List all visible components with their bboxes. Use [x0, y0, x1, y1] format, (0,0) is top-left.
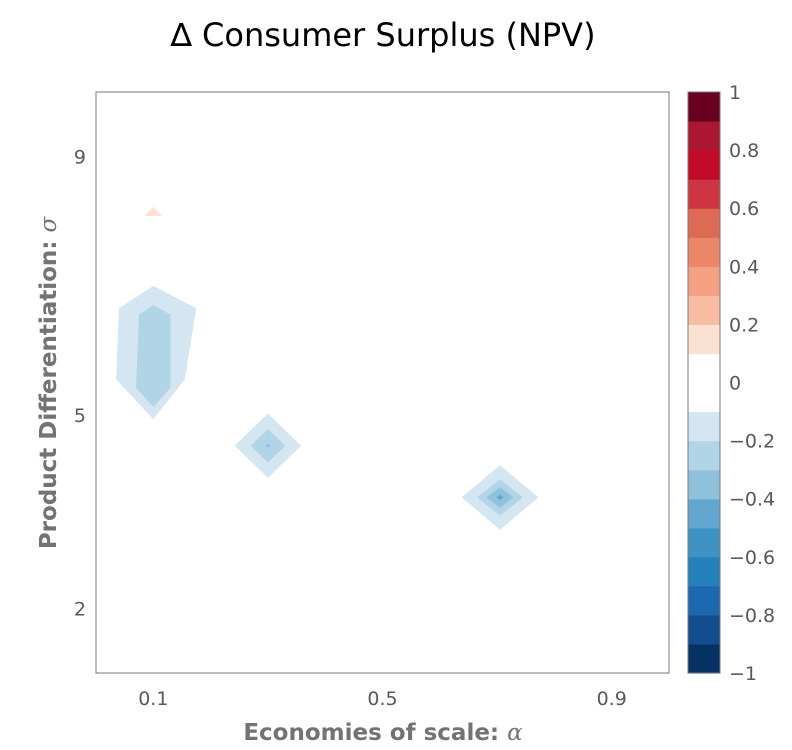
colorbar-band [688, 266, 720, 296]
y-axis-label: Product Differentiation: σ [36, 216, 62, 550]
y-tick-label: 2 [74, 598, 86, 620]
plot-background [96, 92, 669, 673]
colorbar-band [688, 411, 720, 442]
colorbar-tick-label: 0.2 [729, 314, 759, 336]
colorbar-band [688, 498, 720, 529]
contour-region-right-core [496, 494, 504, 500]
y-axis-ticks: 2 5 9 [74, 147, 86, 621]
colorbar-tick-label: −0.6 [729, 547, 775, 569]
colorbar-band [688, 556, 720, 587]
colorbar-band [688, 237, 720, 267]
colorbar-band [688, 150, 720, 180]
colorbar [688, 92, 720, 674]
colorbar-band [688, 353, 720, 413]
x-tick-label: 0.5 [367, 688, 397, 710]
colorbar-tick-label: −0.2 [729, 431, 775, 453]
chart-title: ∆ Consumer Surplus (NPV) [169, 16, 595, 54]
colorbar-frame [687, 91, 721, 674]
colorbar-band [688, 469, 720, 500]
colorbar-band [688, 92, 720, 122]
colorbar-tick-label: 0.4 [729, 256, 759, 278]
y-tick-label: 5 [74, 405, 86, 427]
contour-region-positive-patch [144, 206, 162, 216]
colorbar-band [688, 179, 720, 209]
x-axis-label-text: Economies of scale: [243, 720, 507, 746]
y-axis-label-text: Product Differentiation: [36, 233, 62, 550]
colorbar-band [688, 440, 720, 471]
colorbar-band [688, 643, 720, 674]
colorbar-band [688, 324, 720, 355]
colorbar-band [688, 614, 720, 645]
colorbar-band [688, 585, 720, 616]
colorbar-band [688, 295, 720, 325]
colorbar-ticks: 1 0.8 0.6 0.4 0.2 0 −0.2 −0.4 −0.6 −0.8 −1 [729, 82, 775, 685]
contour-region-left-inner [136, 305, 171, 407]
colorbar-tick-label: −1 [729, 663, 757, 685]
plot-frame [95, 91, 670, 674]
x-tick-label: 0.9 [597, 688, 627, 710]
x-axis-label: Economies of scale: α [243, 720, 523, 746]
contour-regions [116, 206, 539, 530]
y-axis-label-symbol: σ [36, 216, 62, 233]
colorbar-tick-label: 0.6 [729, 198, 759, 220]
colorbar-tick-label: 1 [729, 82, 741, 104]
colorbar-tick-label: 0.8 [729, 140, 759, 162]
x-tick-label: 0.1 [138, 688, 168, 710]
colorbar-tick-label: 0 [729, 373, 741, 395]
colorbar-tick-label: −0.8 [729, 605, 775, 627]
colorbar-band [688, 208, 720, 238]
y-tick-label: 9 [74, 147, 86, 169]
colorbar-band [688, 121, 720, 151]
x-axis-ticks: 0.1 0.5 0.9 [138, 688, 627, 710]
contour-region-mid-core [265, 443, 271, 448]
colorbar-tick-label: −0.4 [729, 489, 775, 511]
x-axis-label-symbol: α [507, 720, 523, 746]
colorbar-band [688, 527, 720, 558]
